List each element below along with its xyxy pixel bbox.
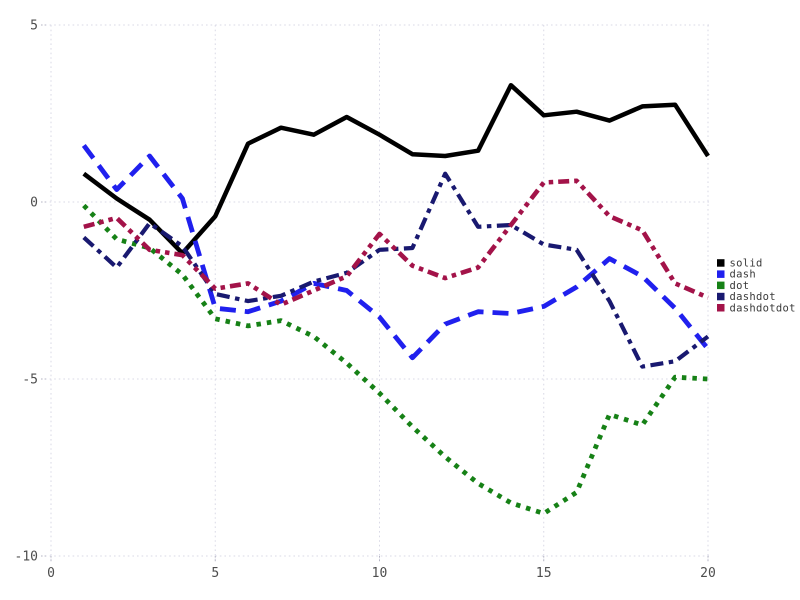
x-axis-tick-label: 15: [536, 566, 552, 581]
series-line-solid: [82, 82, 710, 256]
legend-label-dashdot: dashdot: [730, 291, 776, 303]
x-axis-tick-label: 5: [211, 566, 219, 581]
legend-label-dashdotdot: dashdotdot: [730, 302, 796, 314]
grid-layer: [45, 24, 712, 561]
legend-item-solid: solid: [717, 258, 763, 270]
legend-swatch-solid: [717, 259, 725, 267]
y-axis-tick-label: 5: [30, 19, 38, 34]
legend-swatch-dashdotdot: [717, 304, 725, 312]
legend-swatch-dot: [717, 281, 725, 290]
legend-swatch-dashdot: [717, 292, 725, 301]
legend-item-dashdotdot: dashdotdot: [717, 302, 796, 314]
series-line-dot: [82, 203, 709, 516]
series-line-dash: [81, 143, 710, 361]
x-axis-tick-label: 10: [372, 566, 388, 581]
y-axis-tick-label: -5: [22, 373, 38, 388]
legend-label-solid: solid: [730, 258, 763, 270]
legend-item-dashdot: dashdot: [717, 291, 776, 303]
x-axis-tick-label: 0: [47, 566, 55, 581]
legend-label-dash: dash: [730, 269, 757, 281]
x-axis-tick-label: 20: [700, 566, 716, 581]
y-axis-tick-label: 0: [30, 196, 38, 211]
legend-swatch-dash: [717, 270, 725, 278]
legend-item-dot: dot: [717, 280, 749, 292]
y-axis-tick-label: -10: [15, 550, 38, 565]
series-line-dashdot: [82, 171, 710, 369]
legend-item-dash: dash: [717, 269, 756, 281]
series-layer: [81, 82, 710, 516]
legend-label-dot: dot: [730, 280, 750, 292]
tick-layer: 5 0 -5 -10 0 5 10 15 20: [15, 19, 716, 582]
